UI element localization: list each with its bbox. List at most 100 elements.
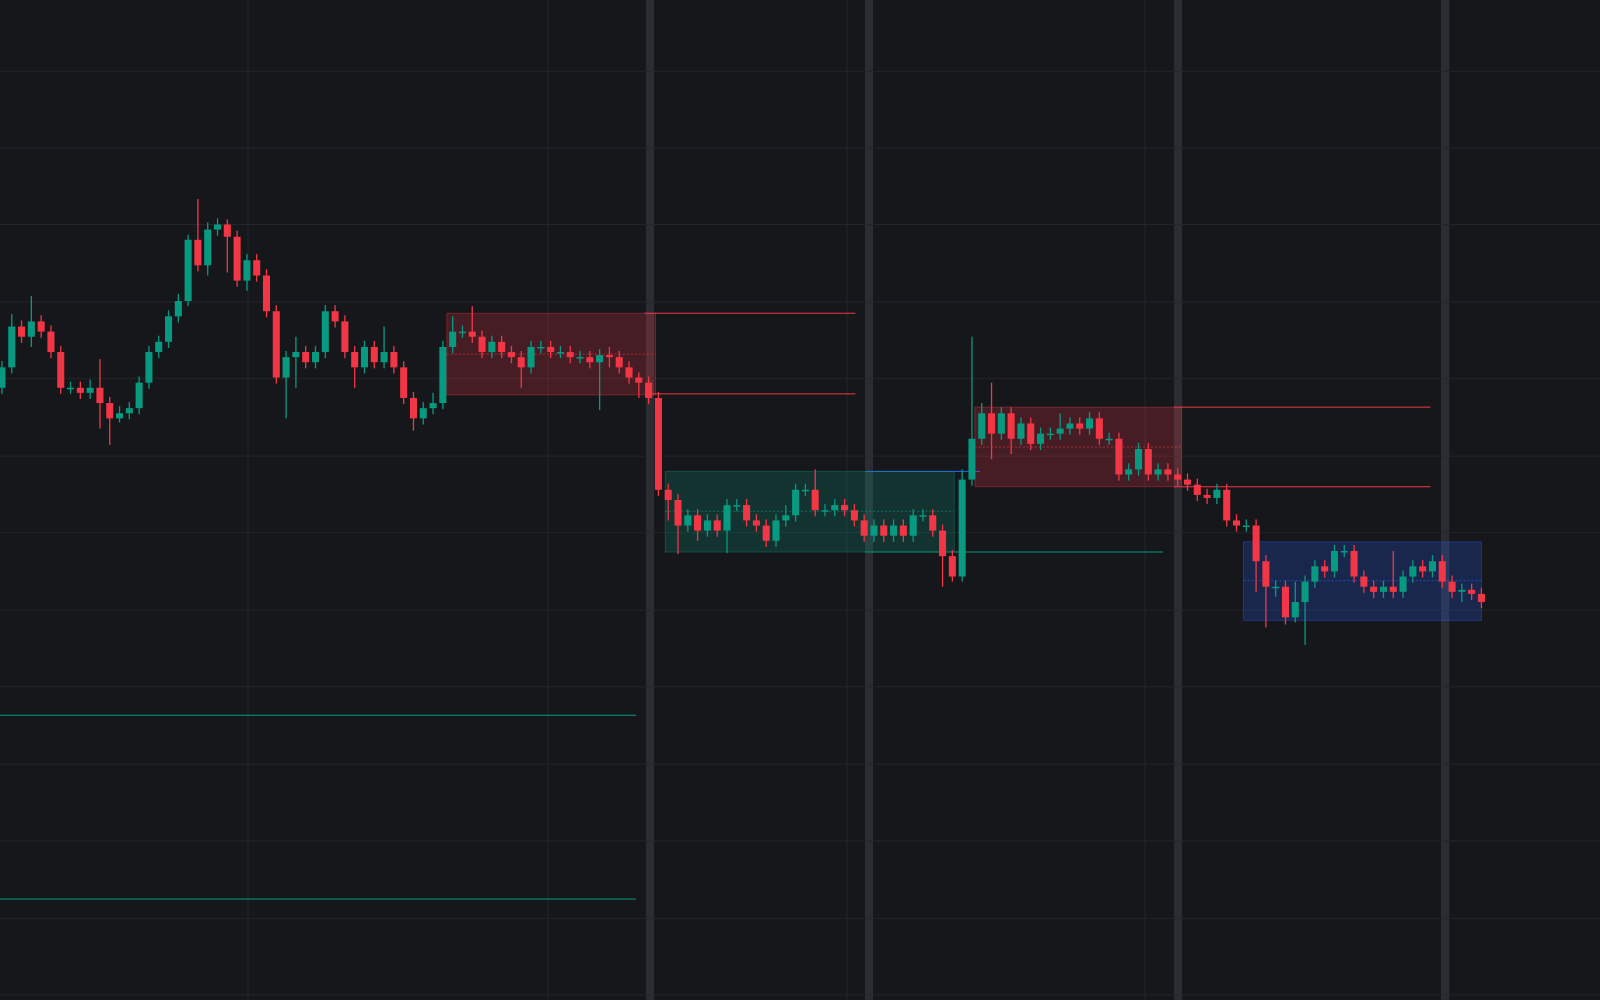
- candle-body: [1272, 586, 1280, 589]
- candle-body: [997, 413, 1005, 434]
- candle-body: [155, 341, 163, 353]
- candle-body: [1409, 566, 1417, 577]
- candle-body: [429, 403, 437, 409]
- candle-body: [1321, 566, 1329, 572]
- candle-body: [939, 530, 947, 557]
- candle-body: [537, 346, 545, 349]
- candle-body: [752, 520, 760, 526]
- candle-body: [1458, 589, 1466, 592]
- candle-body: [0, 367, 6, 388]
- candle-body: [145, 352, 153, 383]
- candle-body: [850, 510, 858, 521]
- candle-body: [1311, 566, 1319, 582]
- candle-body: [517, 357, 525, 368]
- candle-body: [1203, 494, 1211, 498]
- candle-body: [674, 500, 682, 526]
- candle-body: [253, 260, 261, 276]
- candle-body: [1027, 423, 1035, 444]
- candle-body: [27, 321, 35, 337]
- candle-body: [586, 357, 594, 363]
- candle-body: [370, 346, 378, 363]
- candle-body: [184, 239, 192, 302]
- candle-body: [213, 224, 222, 230]
- candle-body: [576, 357, 584, 359]
- candle-body: [272, 311, 280, 378]
- candle-body: [841, 505, 849, 511]
- candle-body: [596, 355, 604, 363]
- candle-body: [1105, 438, 1113, 441]
- candle-body: [243, 260, 251, 281]
- candle-body: [1056, 428, 1064, 434]
- candle-body: [1095, 418, 1103, 439]
- candle-body: [116, 413, 124, 419]
- candle-body: [409, 397, 417, 419]
- candle-body: [556, 352, 564, 354]
- candle-body: [782, 515, 790, 521]
- candle-body: [1252, 525, 1260, 562]
- candle-body: [733, 505, 741, 507]
- candle-body: [1281, 586, 1290, 618]
- candle-body: [1438, 561, 1446, 582]
- candle-body: [1389, 586, 1397, 592]
- candle-body: [351, 352, 359, 368]
- candle-body: [635, 377, 643, 383]
- candle-body: [694, 515, 702, 531]
- candle-body: [713, 520, 721, 531]
- candle-body: [67, 387, 75, 390]
- candle-body: [311, 352, 320, 363]
- candle-body: [468, 331, 476, 337]
- candle-body: [1428, 561, 1436, 572]
- candle-body: [1370, 586, 1378, 592]
- candle-body: [880, 525, 888, 536]
- candle-body: [1223, 489, 1231, 521]
- candle-body: [1017, 423, 1025, 439]
- candle-body: [174, 301, 182, 317]
- candle-body: [615, 357, 623, 368]
- candle-body: [1399, 576, 1407, 592]
- candle-body: [1193, 484, 1201, 495]
- candle-body: [703, 520, 711, 531]
- candle-body: [125, 408, 133, 414]
- candle-body: [831, 505, 839, 511]
- candle-body: [47, 331, 55, 353]
- candle-body: [527, 346, 535, 368]
- candle-body: [645, 382, 653, 398]
- candle-body: [968, 438, 976, 480]
- candle-body: [1076, 423, 1084, 429]
- candle-body: [684, 515, 692, 526]
- candle-body: [870, 525, 878, 536]
- candle-body: [8, 326, 16, 368]
- candle-body: [194, 239, 202, 266]
- candle-body: [507, 352, 515, 358]
- candle-body: [1066, 423, 1074, 429]
- candle-body: [18, 326, 26, 337]
- candle-body: [57, 352, 65, 388]
- candle-body: [772, 520, 780, 541]
- candle-body: [958, 479, 966, 577]
- candle-body: [96, 387, 104, 404]
- candle-body: [929, 515, 937, 531]
- candle-body: [292, 352, 300, 358]
- candle-body: [233, 236, 241, 281]
- candle-body: [664, 489, 672, 500]
- candle-body: [1134, 448, 1143, 470]
- candle-body: [811, 489, 819, 511]
- candle-body: [1448, 581, 1456, 592]
- candle-body: [1262, 561, 1270, 587]
- candle-body: [478, 336, 486, 353]
- candle-body: [801, 489, 809, 492]
- candle-body: [223, 224, 231, 237]
- candle-body: [302, 352, 310, 363]
- zone-box: [664, 470, 955, 553]
- candle-body: [860, 520, 868, 536]
- candle-body: [1125, 469, 1133, 475]
- vertical-grid: [247, 0, 1450, 1000]
- candle-body: [439, 346, 447, 404]
- candle-body: [86, 387, 94, 393]
- candle-body: [380, 352, 388, 363]
- candle-body: [625, 367, 633, 378]
- candle-body: [135, 382, 143, 409]
- candle-body: [1213, 489, 1221, 498]
- candle-body: [919, 515, 927, 517]
